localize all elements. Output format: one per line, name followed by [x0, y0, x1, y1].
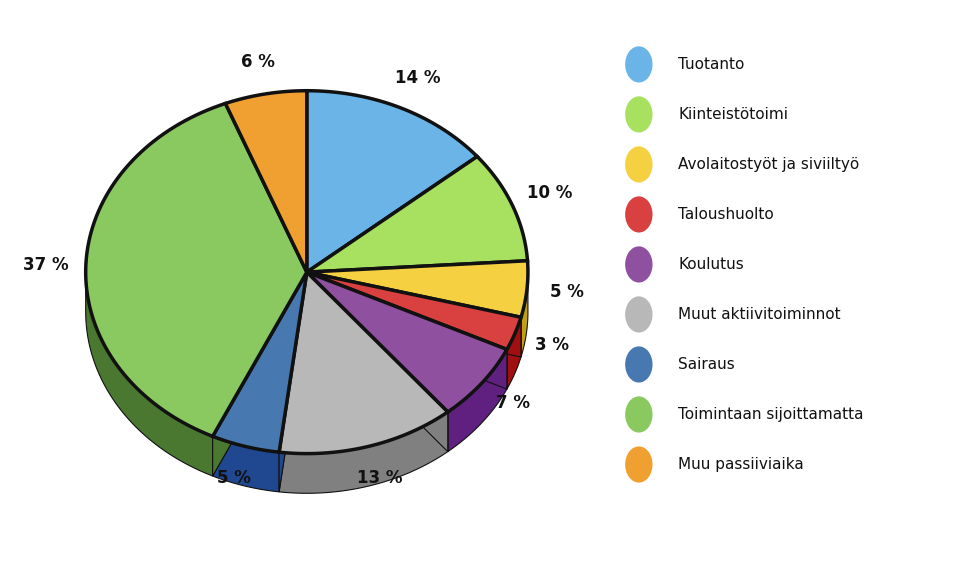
- Text: Sairaus: Sairaus: [679, 357, 735, 372]
- Circle shape: [625, 46, 653, 83]
- Polygon shape: [212, 272, 307, 452]
- Text: Toimintaan sijoittamatta: Toimintaan sijoittamatta: [679, 407, 864, 422]
- Circle shape: [625, 346, 653, 383]
- Polygon shape: [307, 272, 521, 349]
- Polygon shape: [86, 273, 212, 476]
- Text: 14 %: 14 %: [395, 69, 440, 87]
- Polygon shape: [225, 91, 307, 272]
- Text: 37 %: 37 %: [23, 256, 69, 274]
- Polygon shape: [307, 272, 448, 452]
- Circle shape: [625, 96, 653, 133]
- Polygon shape: [280, 272, 307, 492]
- Polygon shape: [212, 272, 307, 476]
- Circle shape: [625, 196, 653, 232]
- Text: 6 %: 6 %: [241, 53, 275, 71]
- Text: 5 %: 5 %: [217, 469, 251, 486]
- Text: 10 %: 10 %: [527, 184, 572, 202]
- Text: 13 %: 13 %: [356, 469, 402, 486]
- Polygon shape: [307, 272, 448, 452]
- Polygon shape: [521, 272, 528, 357]
- Polygon shape: [86, 103, 307, 437]
- Circle shape: [625, 146, 653, 183]
- Polygon shape: [280, 412, 448, 493]
- Text: Tuotanto: Tuotanto: [679, 57, 745, 72]
- Text: Kiinteistötoimi: Kiinteistötoimi: [679, 107, 789, 122]
- Polygon shape: [307, 272, 506, 389]
- Text: Avolaitostyöt ja siviiltyö: Avolaitostyöt ja siviiltyö: [679, 157, 860, 172]
- Polygon shape: [212, 437, 280, 492]
- Polygon shape: [307, 272, 521, 357]
- Circle shape: [625, 297, 653, 333]
- Polygon shape: [448, 349, 506, 452]
- Text: Koulutus: Koulutus: [679, 257, 744, 272]
- Text: 3 %: 3 %: [536, 336, 570, 354]
- Text: 7 %: 7 %: [496, 395, 530, 412]
- Text: 5 %: 5 %: [549, 284, 583, 301]
- Polygon shape: [212, 272, 307, 476]
- Polygon shape: [280, 272, 307, 492]
- Polygon shape: [506, 318, 521, 389]
- Polygon shape: [307, 261, 528, 318]
- Polygon shape: [307, 272, 506, 412]
- Text: Taloushuolto: Taloushuolto: [679, 207, 774, 222]
- Text: Muut aktiivitoiminnot: Muut aktiivitoiminnot: [679, 307, 842, 322]
- Circle shape: [625, 396, 653, 433]
- Circle shape: [625, 446, 653, 483]
- Polygon shape: [307, 91, 477, 272]
- Polygon shape: [307, 272, 506, 389]
- Text: Muu passiiviaika: Muu passiiviaika: [679, 457, 805, 472]
- Circle shape: [625, 246, 653, 282]
- Polygon shape: [280, 272, 448, 454]
- Polygon shape: [307, 272, 521, 357]
- Polygon shape: [307, 156, 528, 272]
